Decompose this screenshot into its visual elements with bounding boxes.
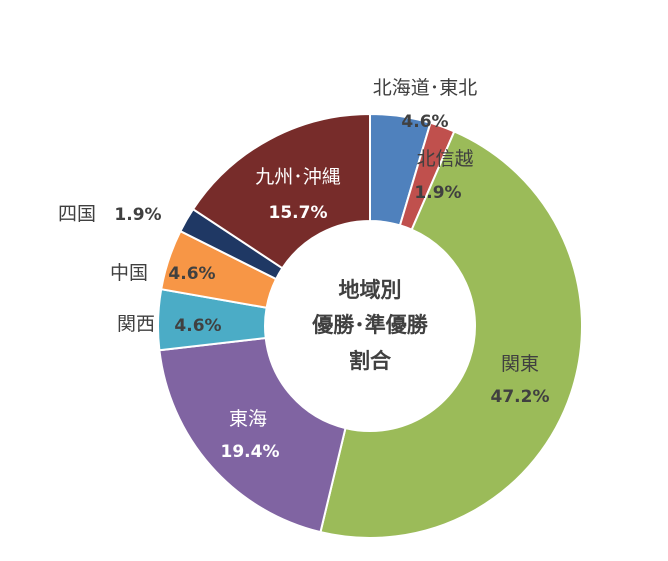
slice-value-chugoku: 4.6% [168, 264, 215, 284]
slice-value-kyushu-okinawa: 15.7% [269, 203, 328, 223]
center-label-line-3: 割合 [349, 349, 392, 373]
donut-slices [157, 112, 583, 539]
slice-value-kanto: 47.2% [491, 387, 550, 407]
slice-label-hokkaido-tohoku: 北海道･東北 [373, 77, 478, 99]
slice-value-shikoku: 1.9% [114, 205, 161, 225]
slice-label-kanto: 関東 [501, 353, 539, 375]
slice-label-kyushu-okinawa: 九州･沖縄 [255, 166, 341, 188]
slice-label-chugoku: 中国 [110, 262, 148, 284]
center-label-line-2: 優勝･準優勝 [311, 313, 428, 337]
donut-slice-2 [319, 130, 583, 539]
slice-label-kansai: 関西 [117, 313, 155, 335]
donut-slice-7 [191, 112, 371, 270]
slice-value-tokai: 19.4% [221, 442, 280, 462]
slice-value-kansai: 4.6% [174, 316, 221, 336]
slice-value-hokkaido-tohoku: 4.6% [401, 112, 448, 132]
slice-label-tokai: 東海 [229, 408, 267, 430]
donut-slice-3 [158, 336, 347, 534]
slice-value-hokushinetsu: 1.9% [414, 183, 461, 203]
center-label-line-1: 地域別 [339, 278, 402, 302]
slice-label-shikoku: 四国 [58, 203, 96, 225]
slice-label-hokushinetsu: 北信越 [416, 148, 473, 170]
